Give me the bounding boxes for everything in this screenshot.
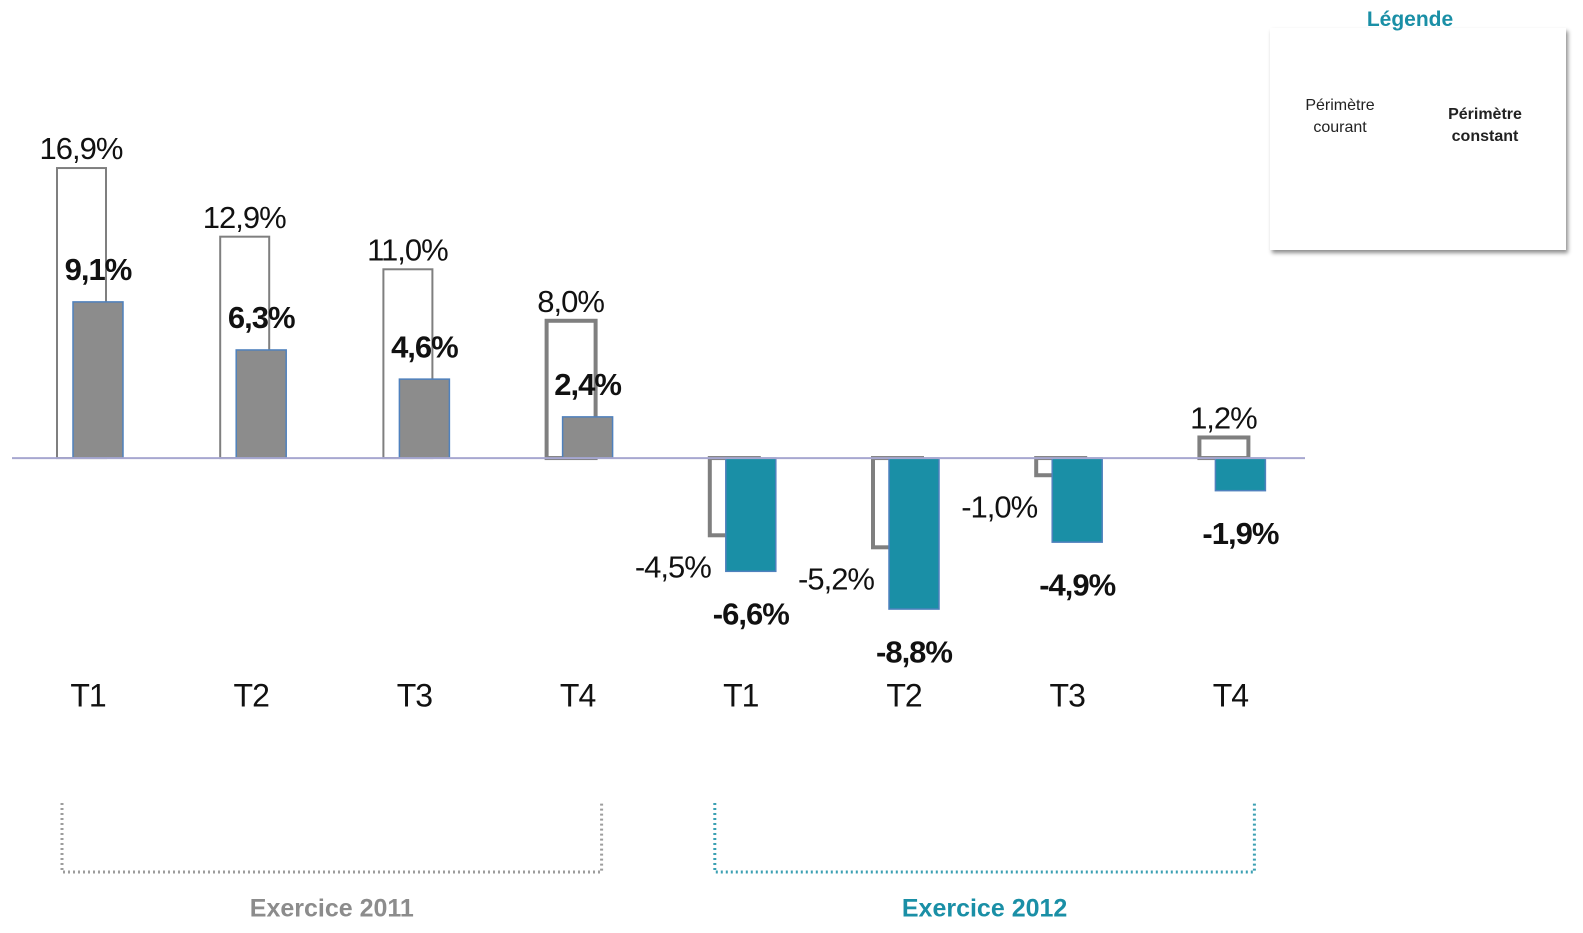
group-bracket [713, 803, 1256, 874]
x-tick-label: T2 [234, 677, 270, 713]
data-label: 9,1% [65, 252, 132, 287]
legend-label: Périmètre constant [1448, 106, 1522, 145]
bar [1214, 457, 1267, 492]
x-tick-label: T1 [723, 677, 759, 713]
legend-label: Périmètre courant [1305, 97, 1375, 136]
data-label: 11,0% [367, 232, 448, 267]
data-label: -6,6% [713, 597, 789, 632]
x-tick-label: T4 [1213, 677, 1249, 713]
legend [1270, 28, 1566, 250]
data-label: -8,8% [876, 634, 952, 669]
data-label: 6,3% [228, 300, 295, 335]
bar [235, 349, 287, 459]
bar [398, 378, 451, 459]
group-label: Exercice 2011 [250, 895, 414, 923]
group-bracket [60, 803, 604, 874]
data-label: -4,9% [1039, 567, 1115, 602]
bar [561, 416, 614, 459]
bar [888, 457, 940, 610]
data-label: -5,2% [798, 561, 874, 596]
bar [72, 301, 124, 459]
group-label: Exercice 2012 [902, 895, 1067, 923]
x-tick-label: T1 [70, 677, 106, 713]
x-tick-label: T3 [397, 677, 433, 713]
x-tick-label: T3 [1050, 677, 1086, 713]
data-label: 2,4% [554, 367, 621, 402]
data-label: -4,5% [635, 549, 711, 584]
legend-title: Légende [1366, 8, 1454, 31]
data-label: 4,6% [391, 329, 458, 364]
x-tick-label: T4 [560, 677, 596, 713]
data-label: 8,0% [537, 284, 604, 319]
data-label: 1,2% [1190, 401, 1257, 436]
bar [725, 457, 777, 573]
bar [1051, 457, 1103, 543]
data-label: -1,9% [1202, 516, 1278, 551]
data-label: 16,9% [40, 131, 123, 166]
bar-outline [1197, 435, 1251, 461]
x-tick-label: T2 [886, 677, 922, 713]
data-label: 12,9% [203, 200, 286, 235]
data-label: -1,0% [961, 489, 1037, 524]
